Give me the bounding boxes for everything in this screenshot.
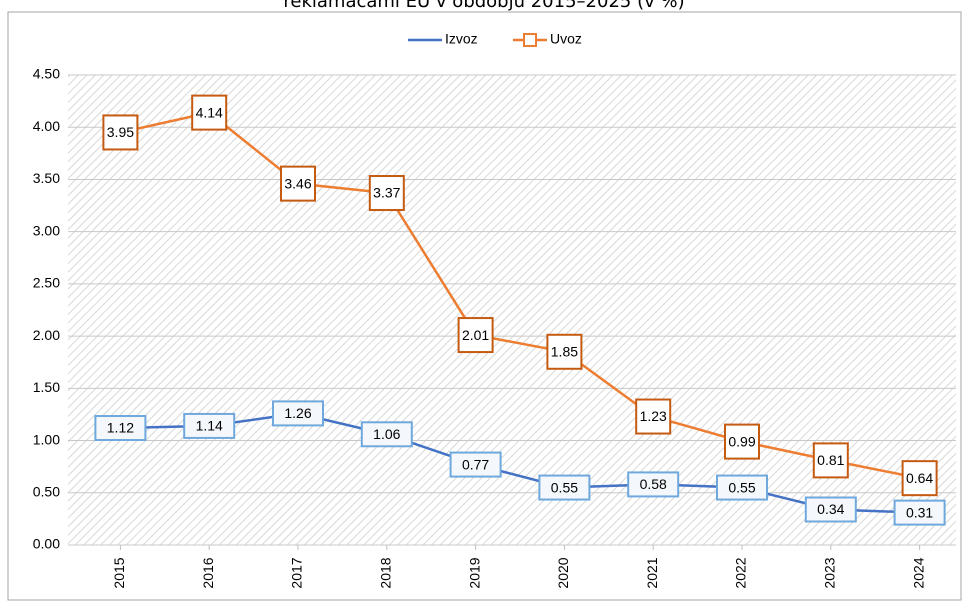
data-label-box [804,496,857,523]
data-label: 1.26 [284,405,311,421]
y-tick-label: 4.00 [33,118,60,134]
y-tick-label: 2.50 [33,275,60,291]
x-tick-label: 2021 [644,557,660,588]
data-label: 1.85 [551,343,578,359]
data-label: 1.12 [107,420,134,436]
data-label: 0.81 [817,452,844,468]
data-label: 3.95 [107,124,134,140]
data-label-box [627,471,680,498]
legend-marker [523,33,537,47]
data-label: 1.14 [196,418,223,434]
legend-label: Izvoz [445,31,478,47]
data-label-box [368,175,405,212]
data-label-box [716,474,768,501]
data-label-box [724,423,760,460]
data-label-box [893,499,946,526]
data-label-box [183,412,236,439]
x-tick-label: 2015 [111,557,127,588]
data-label-box [280,165,316,202]
data-label: 2.01 [462,327,489,343]
y-tick-label: 1.50 [33,379,60,395]
data-label-box [812,442,849,479]
data-label-box [94,415,147,442]
data-label: 4.14 [196,104,223,120]
x-tick-label: 2022 [733,557,749,588]
legend-label: Uvoz [550,31,582,47]
y-tick-label: 0.50 [33,483,60,499]
x-tick-label: 2024 [910,557,926,588]
y-tick-label: 0.00 [33,536,60,552]
data-label-box [635,398,672,435]
data-label-box [538,474,591,501]
data-label-box [360,421,413,448]
data-label: 0.99 [728,433,755,449]
data-label: 0.55 [728,479,755,495]
x-tick-label: 2023 [822,557,838,588]
data-label-box [449,451,502,478]
data-label-box [272,400,324,427]
data-label: 3.46 [284,175,311,191]
plot-area [68,75,956,545]
series-line [120,111,920,480]
series-line [120,412,920,514]
data-label-box [191,94,228,131]
y-tick-label: 2.00 [33,327,60,343]
x-tick-label: 2020 [555,557,571,588]
data-label-box [102,114,139,151]
x-tick-label: 2019 [466,557,482,588]
data-label: 0.77 [462,456,489,472]
data-label: 0.55 [551,479,578,495]
y-tick-label: 3.00 [33,222,60,238]
data-label: 0.31 [906,504,933,520]
data-label: 0.34 [817,501,844,517]
data-label: 1.23 [640,408,667,424]
x-tick-label: 2018 [378,557,394,588]
data-label: 0.64 [906,470,933,486]
data-label: 3.37 [373,185,400,201]
x-tick-label: 2017 [289,557,305,588]
data-label-box [901,460,938,497]
x-tick-label: 2016 [200,557,216,588]
data-label-box [457,317,494,354]
y-tick-label: 3.50 [33,170,60,186]
data-label-box [546,333,583,370]
y-tick-label: 1.00 [33,431,60,447]
data-label: 0.58 [640,476,667,492]
y-tick-label: 4.50 [33,66,60,82]
data-label: 1.06 [373,426,400,442]
chart-title: reklamacami EU v obdobju 2015–2025 (v %) [283,0,684,12]
